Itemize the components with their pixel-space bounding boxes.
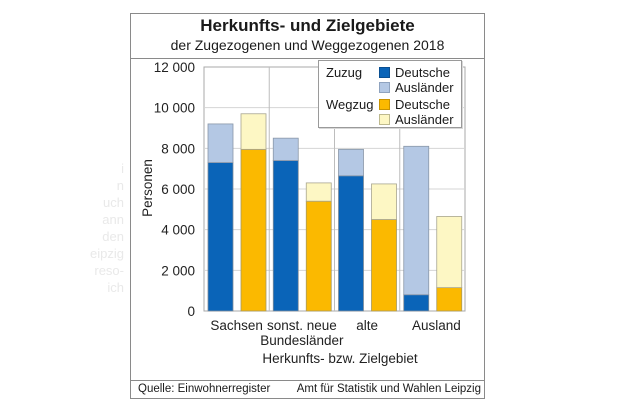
legend-group-wegzug: Wegzug xyxy=(326,97,374,112)
bar-zuzug-auslaender xyxy=(272,137,299,161)
bar-wegzug-auslaender xyxy=(371,183,397,220)
bar-zuzug-auslaender xyxy=(338,148,364,177)
legend-item-zuzug-deutsche: Deutsche xyxy=(379,65,450,80)
bar-wegzug-auslaender xyxy=(240,113,267,150)
background-fragment: ann xyxy=(102,212,124,227)
chart-header: Herkunfts- und Zielgebiete der Zugezogen… xyxy=(131,14,484,59)
chart-legend: Zuzug Deutsche Ausländer Wegzug Deutsche… xyxy=(318,60,462,128)
background-fragment: i xyxy=(121,161,124,176)
background-fragment: ich xyxy=(107,280,124,295)
legend-item-zuzug-auslaender: Ausländer xyxy=(379,80,454,95)
y-tick-label: 0 xyxy=(187,304,195,319)
legend-label: Ausländer xyxy=(395,112,454,127)
legend-swatch xyxy=(379,67,390,78)
legend-swatch xyxy=(379,114,390,125)
bar-zuzug-auslaender xyxy=(207,123,234,163)
bar-zuzug-deutsche xyxy=(403,294,430,312)
legend-swatch xyxy=(379,99,390,110)
source-note: Quelle: Einwohnerregister xyxy=(138,383,271,395)
x-tick-label: Bundesländer xyxy=(260,333,344,348)
y-axis-label: Personen xyxy=(140,159,155,217)
background-fragment: eipzig xyxy=(90,246,124,261)
background-text-fragments: i n uch ann den eipzig reso-ich xyxy=(62,160,124,296)
legend-label: Ausländer xyxy=(395,80,454,95)
bar-wegzug-auslaender xyxy=(305,182,332,202)
bar-zuzug-deutsche xyxy=(338,175,364,312)
background-fragment: den xyxy=(102,229,124,244)
x-tick-label: Sachsen xyxy=(210,318,263,333)
background-fragment: reso- xyxy=(94,263,124,278)
legend-swatch xyxy=(379,82,390,93)
y-tick-label: 2 000 xyxy=(161,263,195,278)
background-fragment: uch xyxy=(103,195,124,210)
x-tick-label: sonst. neue xyxy=(267,318,337,333)
legend-group-zuzug: Zuzug xyxy=(326,65,363,80)
organization-note: Amt für Statistik und Wahlen Leipzig xyxy=(296,383,481,395)
chart-subtitle: der Zugezogenen und Weggezogenen 2018 xyxy=(170,37,445,53)
y-tick-label: 10 000 xyxy=(154,101,195,116)
x-axis-label: Herkunfts- bzw. Zielgebiet xyxy=(262,351,418,366)
y-tick-label: 6 000 xyxy=(161,182,195,197)
background-fragment: n xyxy=(116,178,124,193)
legend-label: Deutsche xyxy=(395,65,450,80)
y-tick-label: 12 000 xyxy=(154,60,195,75)
bar-wegzug-auslaender xyxy=(436,216,463,289)
bar-zuzug-deutsche xyxy=(207,162,234,312)
bar-wegzug-deutsche xyxy=(371,219,397,312)
bar-wegzug-deutsche xyxy=(240,148,267,312)
chart-title: Herkunfts- und Zielgebiete xyxy=(200,16,415,35)
bar-wegzug-deutsche xyxy=(436,287,463,312)
x-tick-label: alte xyxy=(356,318,378,333)
legend-label: Deutsche xyxy=(395,97,450,112)
legend-item-wegzug-auslaender: Ausländer xyxy=(379,112,454,127)
chart-footer: Quelle: Einwohnerregister Amt für Statis… xyxy=(131,380,484,398)
bar-zuzug-auslaender xyxy=(403,145,430,296)
legend-item-wegzug-deutsche: Deutsche xyxy=(379,97,450,112)
y-tick-label: 4 000 xyxy=(161,223,195,238)
bar-wegzug-deutsche xyxy=(305,200,332,312)
x-tick-label: Ausland xyxy=(412,318,461,333)
bar-zuzug-deutsche xyxy=(272,160,299,312)
y-tick-label: 8 000 xyxy=(161,141,195,156)
